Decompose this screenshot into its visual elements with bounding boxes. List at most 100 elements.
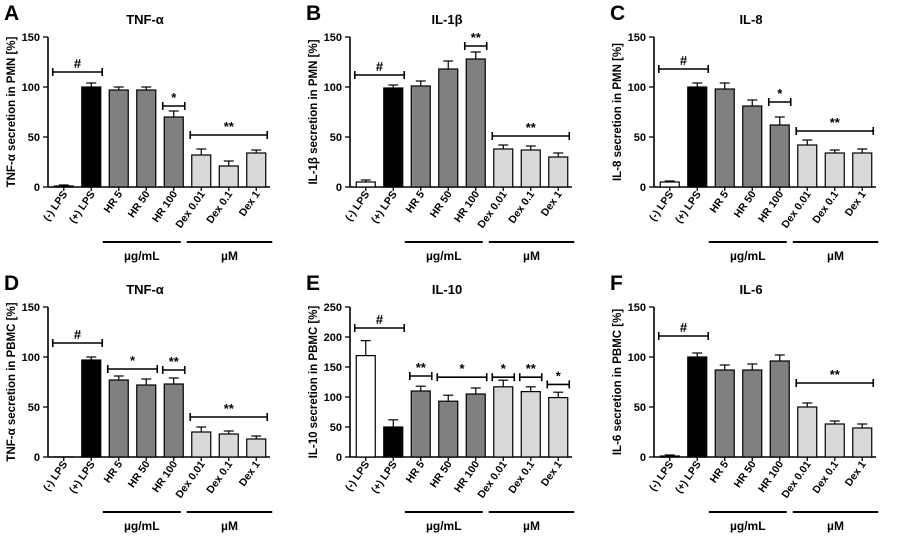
panel-c-category-label: (-) LPS [647, 189, 676, 224]
panel-a-y-tick-label: 50 [28, 132, 40, 144]
panel-b-y-tick-label: 50 [330, 132, 342, 144]
panel-e-bar [548, 396, 569, 458]
panel-e-category-label: HR 50 [428, 459, 455, 490]
panel-b-significance-label: # [376, 59, 384, 74]
panel-b-category-label: Dex 0.1 [506, 189, 537, 226]
panel-f-category-label: (+) LPS [673, 459, 704, 496]
panel-f-bar [714, 369, 735, 458]
panel-e-y-tick-label: 150 [324, 362, 342, 374]
panel-d-bar [163, 383, 184, 458]
panel-a-category-label: (+) LPS [67, 189, 98, 226]
panel-e-category-label: (-) LPS [343, 459, 372, 494]
panel-f-bar [852, 427, 873, 458]
panel-f-category-label: (-) LPS [647, 459, 676, 494]
panel-a: A TNF-α TNF-α secretion in PMN [%] µg/mL… [4, 2, 273, 263]
panel-a-group-label-um: µM [221, 249, 238, 263]
panel-d-category-label: (-) LPS [41, 459, 70, 494]
panel-d-letter: D [4, 272, 19, 295]
panel-a-bar [218, 165, 239, 188]
panel-d-category-label: (+) LPS [67, 459, 98, 496]
panel-c-category-label: HR 50 [732, 189, 759, 220]
panel-b-y-tick-label: 0 [336, 182, 342, 194]
panel-b-y-axis-label: IL-1β secretion in PMN [%] [308, 39, 320, 184]
panel-e-bar [465, 393, 486, 458]
panel-d: D TNF-α TNF-α secretion in PBMC [%] µg/m… [4, 272, 273, 533]
panel-b-significance-label: ** [526, 120, 537, 135]
panel-e-category-label: (+) LPS [369, 459, 400, 496]
panel-c-category-label: HR 5 [708, 189, 732, 216]
panel-f-category-label: Dex 1 [843, 459, 869, 489]
panel-c-significance-label: * [777, 86, 783, 101]
panel-a-bar [163, 116, 184, 188]
panel-e-significance-label: ** [416, 360, 427, 375]
panel-c-category-label: (+) LPS [673, 189, 704, 226]
panel-f-y-tick-label: 50 [634, 402, 646, 414]
panel-c-y-tick-label: 0 [640, 182, 646, 194]
panel-b-y-tick-label: 100 [324, 82, 342, 94]
panel-f-bar [797, 406, 818, 458]
panel-e-category-label: Dex 1 [539, 459, 565, 489]
panel-c-y-tick-label: 150 [628, 32, 646, 44]
panel-d-category-label: Dex 1 [237, 459, 263, 489]
panel-e-bar [493, 386, 514, 458]
panel-f-y-tick-label: 0 [640, 452, 646, 464]
panel-e-bar [410, 390, 431, 458]
panel-c-category-label: Dex 1 [843, 189, 869, 219]
panel-e-title: IL-10 [432, 282, 462, 297]
panel-c-bar [797, 144, 818, 188]
panel-a-bar [246, 152, 267, 188]
panel-b-group-label-um: µM [523, 249, 540, 263]
panel-a-significance-label: * [171, 90, 177, 105]
panel-d-bar [108, 379, 129, 458]
panel-e-bar [438, 400, 459, 458]
panel-b-bar [520, 149, 541, 188]
panel-c-y-tick-label: 100 [628, 82, 646, 94]
panel-a-y-tick-label: 0 [34, 182, 40, 194]
panel-f-significance-label: ** [830, 367, 841, 382]
panel-f-y-tick-label: 150 [628, 302, 646, 314]
panel-c-letter: C [610, 2, 625, 25]
panel-d-y-axis-label: TNF-α secretion in PBMC [%] [6, 302, 18, 461]
panel-e-category-label: Dex 0.1 [506, 459, 537, 496]
panel-e-significance-label: * [556, 368, 562, 383]
panel-c-category-label: Dex 0.1 [810, 189, 841, 226]
panel-d-title: TNF-α [126, 282, 164, 297]
panel-d-significance-label: * [130, 353, 136, 368]
panel-a-significance-label: ** [224, 119, 235, 134]
panel-e-y-axis-label: IL-10 secretion in PBMC [%] [308, 305, 320, 458]
panel-e-group-label-um: µM [523, 519, 540, 533]
panel-a-category-label: HR 50 [126, 189, 153, 220]
panel-f-significance-label: # [680, 320, 688, 335]
panel-d-category-label: HR 5 [102, 459, 126, 486]
panel-d-bar [136, 384, 157, 458]
panel-d-bar [81, 359, 102, 458]
panel-f-category-label: HR 50 [732, 459, 759, 490]
panel-a-letter: A [4, 2, 19, 25]
panel-e-significance-label: * [501, 361, 507, 376]
panel-a-bar [53, 185, 74, 188]
panel-a-bar [81, 86, 102, 188]
panel-f-bar [659, 455, 680, 458]
panel-c-bar [714, 88, 735, 188]
panel-d-bar [218, 433, 239, 458]
panel-a-group-label-ug: µg/mL [124, 249, 160, 263]
panel-b-category-label: HR 5 [404, 189, 428, 216]
panel-c-significance-label: # [680, 53, 688, 68]
panel-d-significance-label: ** [169, 354, 180, 369]
panel-b-bar [355, 181, 376, 188]
panel-a-significance-label: # [74, 56, 82, 71]
panel-b-y-tick-label: 150 [324, 32, 342, 44]
panel-e-y-tick-label: 200 [324, 332, 342, 344]
panel-b-bar [410, 85, 431, 188]
panel-c-bar [659, 181, 680, 188]
panel-e-y-tick-label: 0 [336, 452, 342, 464]
panel-b-letter: B [306, 2, 321, 25]
panel-e-significance-label: # [376, 312, 384, 327]
panel-c-group-label-um: µM [827, 249, 844, 263]
panel-b-group-label-ug: µg/mL [426, 249, 462, 263]
panel-a-y-tick-label: 100 [22, 82, 40, 94]
panel-f-title: IL-6 [739, 282, 762, 297]
panel-a-y-tick-label: 150 [22, 32, 40, 44]
panel-e-y-tick-label: 250 [324, 302, 342, 314]
panel-e-bar [520, 390, 541, 458]
